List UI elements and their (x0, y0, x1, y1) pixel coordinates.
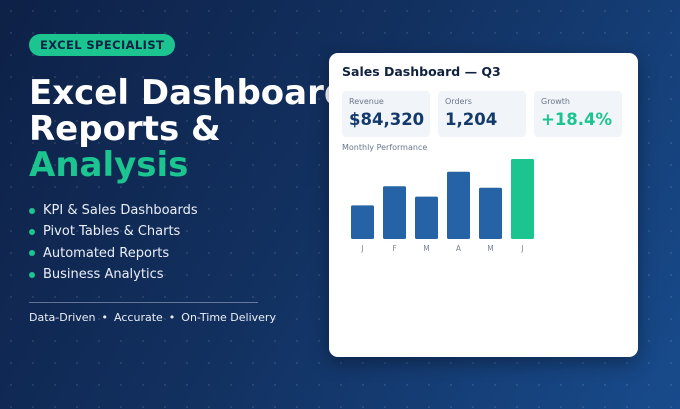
tagline-item: Accurate (114, 311, 163, 324)
kpi-label: Growth (541, 97, 570, 106)
chart-bar (479, 187, 502, 239)
x-tick-label: J (360, 244, 363, 253)
kpi-card-revenue: Revenue $84,320 (342, 91, 430, 137)
tagline-separator: • (168, 311, 176, 324)
chart-bar (447, 171, 470, 239)
x-tick-label: J (520, 244, 523, 253)
specialist-badge: EXCEL SPECIALIST (29, 34, 176, 56)
headline-line-3: Analysis (29, 145, 189, 185)
x-tick-label: M (423, 244, 429, 253)
feature-label: KPI & Sales Dashboards (43, 203, 198, 218)
feature-label: Business Analytics (43, 266, 164, 282)
feature-item: Business Analytics (29, 264, 198, 285)
tagline-item: On-Time Delivery (181, 311, 276, 324)
x-tick-label: A (456, 244, 462, 253)
tagline: Data-Driven • Accurate • On-Time Delivery (29, 311, 276, 324)
dashboard-card: Sales Dashboard — Q3 Revenue $84,320 Ord… (329, 53, 638, 357)
feature-list: KPI & Sales Dashboards Pivot Tables & Ch… (29, 200, 198, 285)
x-tick-label: M (487, 244, 493, 253)
headline-line-2: Reports & (29, 109, 221, 149)
kpi-value: 1,204 (445, 110, 498, 129)
kpi-label: Revenue (349, 97, 384, 106)
chart-bar (415, 196, 438, 239)
divider-line (29, 302, 258, 303)
dashboard-title: Sales Dashboard — Q3 (342, 64, 501, 79)
kpi-label: Orders (445, 97, 472, 106)
bullet-dot-icon (29, 207, 35, 214)
kpi-value: +18.4% (541, 110, 613, 129)
feature-label: Pivot Tables & Charts (43, 224, 181, 240)
kpi-card-growth: Growth +18.4% (534, 91, 622, 137)
headline: Excel Dashboard Reports & Analysis (29, 75, 348, 183)
bullet-dot-icon (29, 228, 35, 235)
chart-bar (351, 205, 374, 239)
tagline-item: Data-Driven (29, 311, 96, 324)
chart-bar (383, 186, 406, 239)
tagline-separator: • (101, 311, 109, 324)
feature-item: Pivot Tables & Charts (29, 221, 198, 242)
chart-title: Monthly Performance (342, 143, 428, 152)
chart-bar (511, 159, 534, 239)
headline-line-1: Excel Dashboard (29, 73, 349, 113)
feature-item: Automated Reports (29, 243, 198, 264)
feature-item: KPI & Sales Dashboards (29, 200, 198, 221)
x-tick-label: F (392, 244, 396, 253)
kpi-value: $84,320 (349, 110, 425, 129)
feature-label: Automated Reports (43, 245, 170, 261)
kpi-card-orders: Orders 1,204 (438, 91, 526, 137)
bullet-dot-icon (29, 250, 35, 257)
bullet-dot-icon (29, 271, 35, 278)
